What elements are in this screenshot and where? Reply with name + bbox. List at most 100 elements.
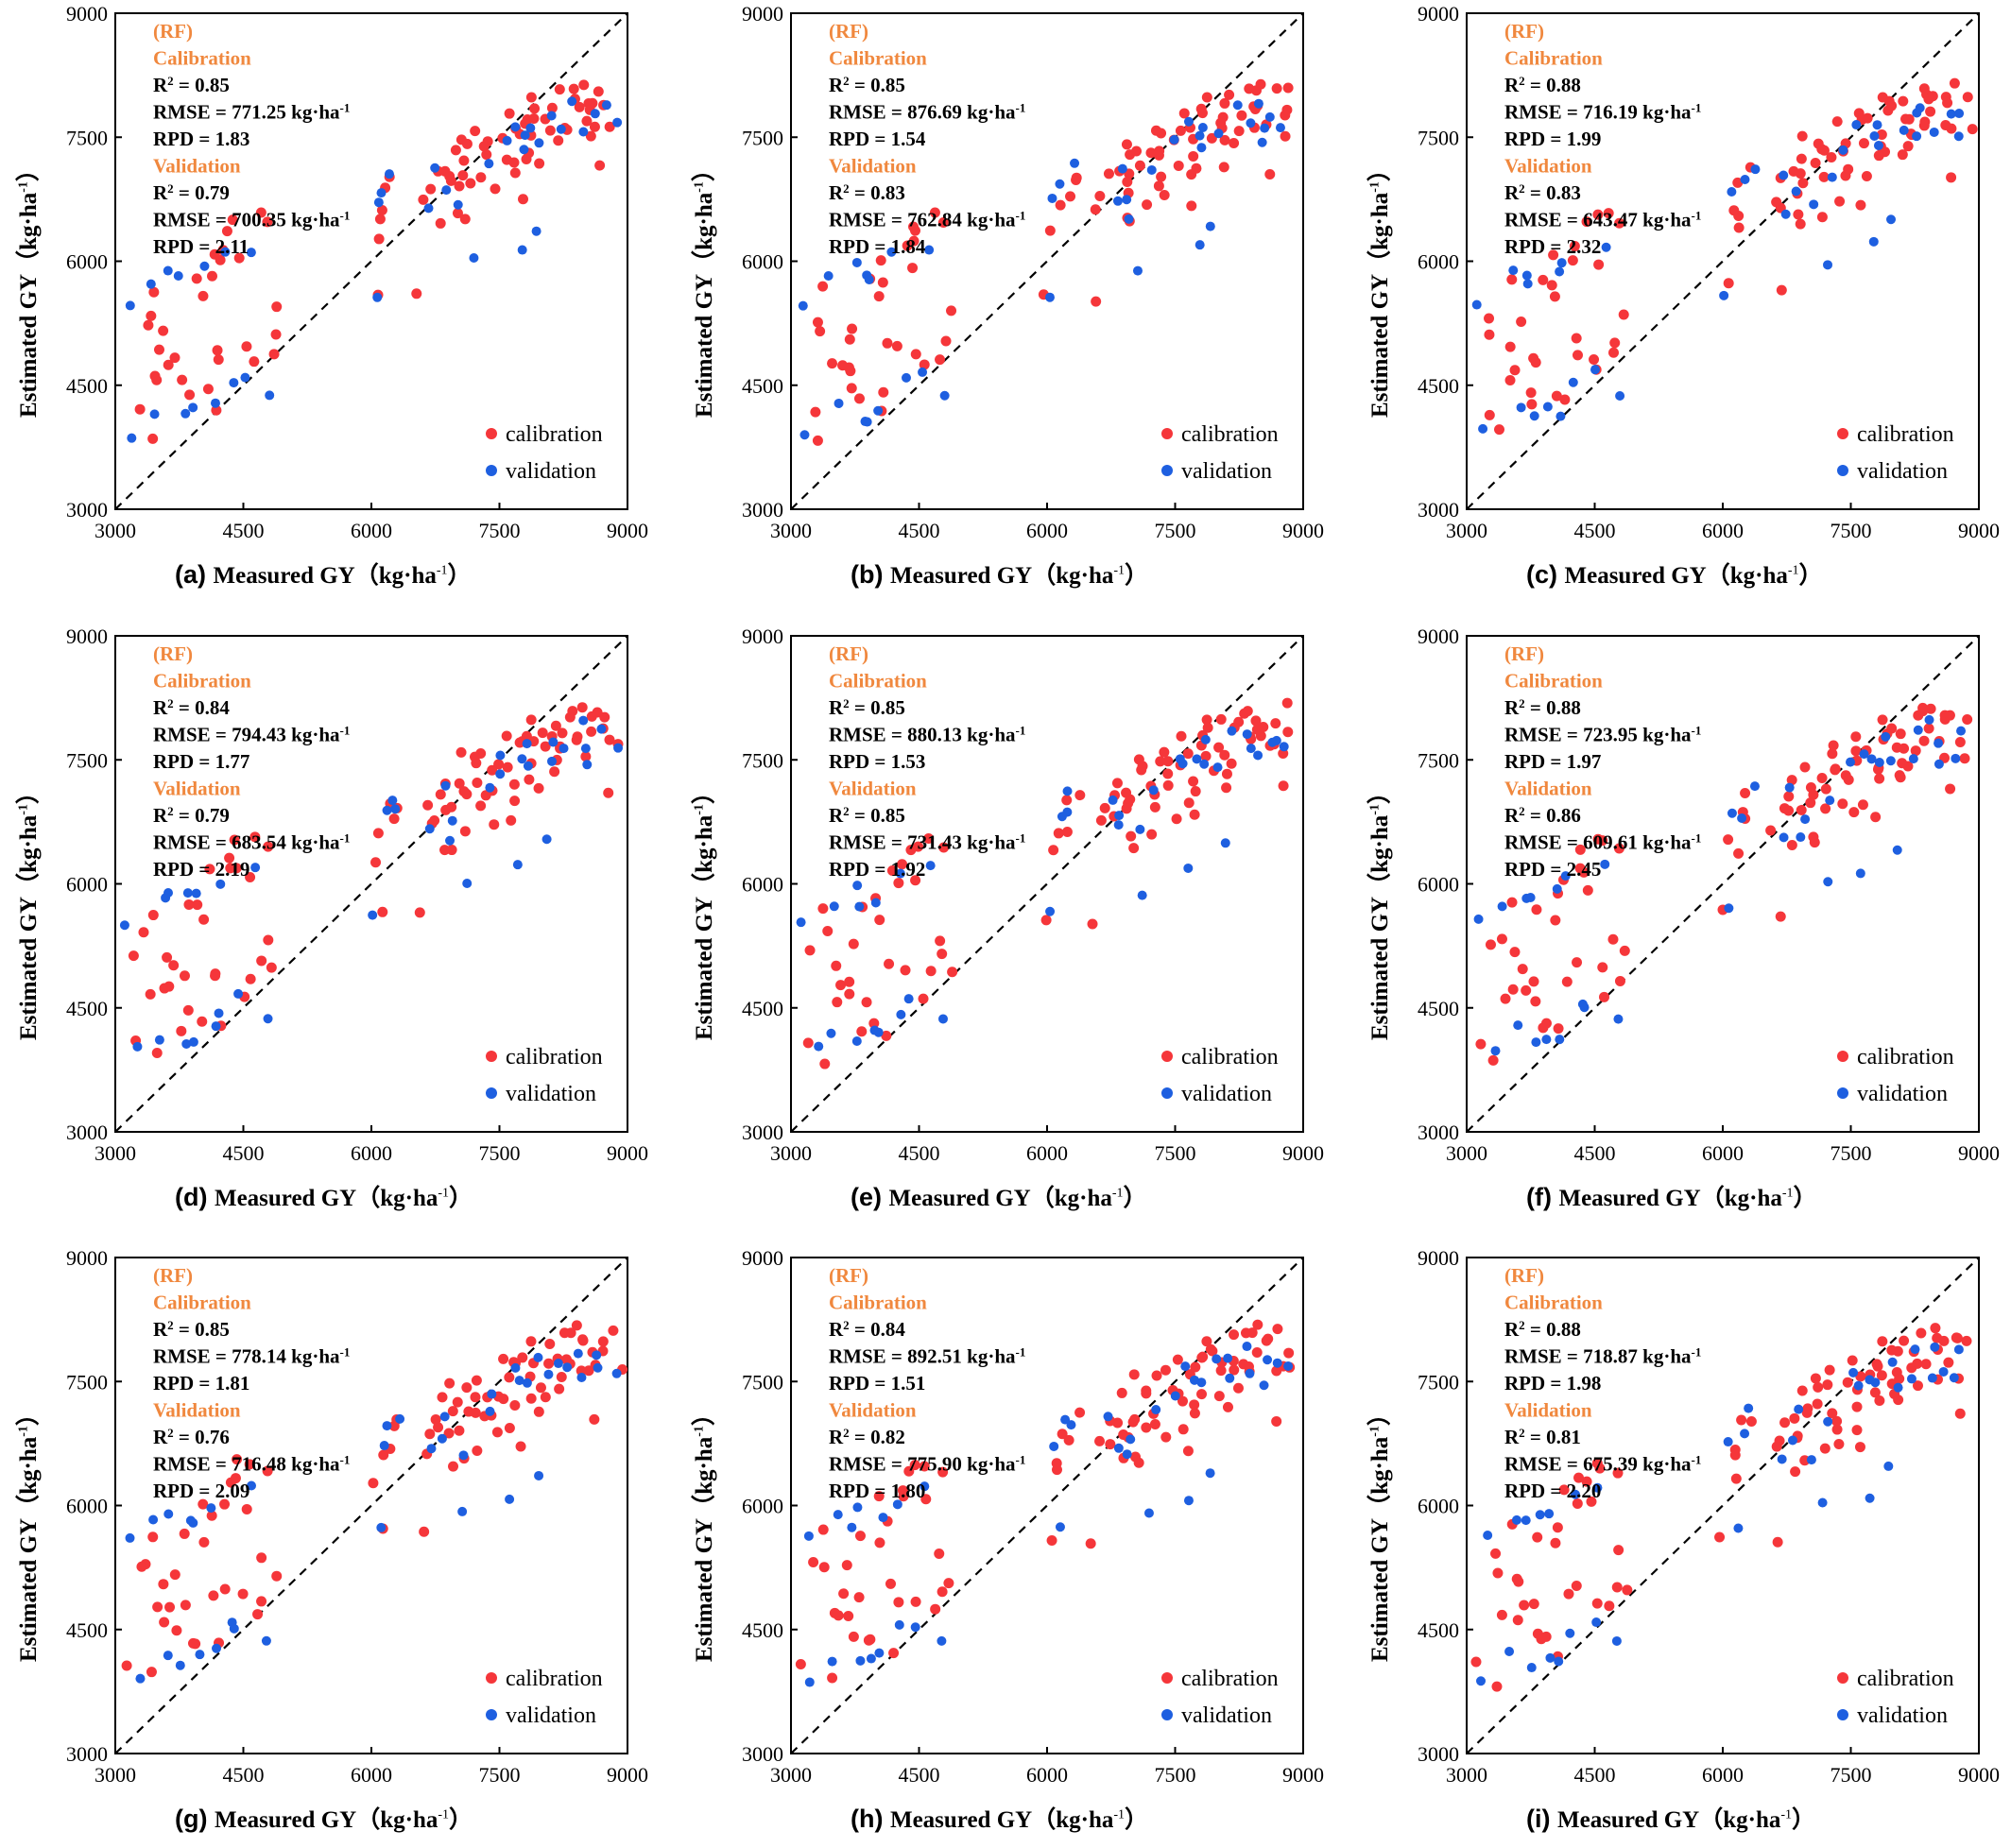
validation-point: [541, 834, 552, 845]
legend-validation-marker: [1161, 1087, 1173, 1099]
validation-point: [559, 744, 569, 754]
calibration-r2: R2 = 0.85: [829, 74, 905, 97]
calibration-point: [877, 277, 888, 288]
calibration-point: [447, 1406, 458, 1417]
validation-point: [1784, 782, 1795, 793]
x-tick-label: 7500: [1831, 1763, 1872, 1787]
calibration-point: [1919, 116, 1931, 128]
calibration-point: [525, 714, 537, 726]
legend: calibration validation: [1837, 1045, 1954, 1106]
validation-point: [173, 270, 183, 281]
calibration-point: [1094, 191, 1106, 202]
x-tick-label: 7500: [1831, 519, 1872, 542]
validation-point: [1930, 1342, 1940, 1352]
calibration-point: [1828, 740, 1839, 751]
y-tick-label: 6000: [742, 873, 783, 897]
validation-point: [1848, 1367, 1859, 1377]
calibration-point: [831, 960, 842, 971]
legend-validation-marker: [1837, 465, 1848, 476]
y-tick-label: 9000: [742, 625, 783, 648]
calibration-point: [1283, 1347, 1295, 1359]
calibration-point: [1103, 168, 1114, 180]
calibration-point: [1176, 730, 1187, 742]
calibration-point: [219, 1498, 231, 1510]
calibration-point: [1094, 1435, 1106, 1446]
validation-point: [1197, 122, 1208, 132]
calibration-point: [1802, 1403, 1813, 1414]
calibration-point: [819, 1058, 831, 1069]
validation-point: [263, 1014, 273, 1024]
calibration-point: [147, 910, 159, 921]
calibration-point: [1592, 209, 1604, 220]
calibration-point: [1783, 791, 1795, 802]
calibration-point: [556, 1371, 567, 1382]
calibration-point: [1538, 274, 1549, 285]
calibration-point: [1055, 199, 1066, 211]
calibration-point: [1553, 1023, 1564, 1035]
calibration-point: [152, 1601, 163, 1613]
validation-heading: Validation: [1504, 155, 1592, 178]
calibration-point: [908, 221, 920, 232]
calibration-point: [1233, 716, 1245, 727]
calibration-point: [822, 925, 834, 936]
one-to-one-line: [114, 12, 628, 510]
calibration-point: [1942, 97, 1953, 109]
calibration-point: [1572, 1497, 1583, 1509]
calibration-point: [1854, 1442, 1865, 1453]
calibration-point: [920, 1494, 932, 1505]
calibration-point: [1594, 1463, 1606, 1474]
calibration-point: [433, 1422, 444, 1433]
validation-point: [523, 761, 533, 771]
validation-point: [1220, 838, 1230, 848]
validation-point: [384, 169, 394, 180]
calibration-point: [1819, 1443, 1831, 1454]
calibration-point: [1886, 1344, 1898, 1356]
validation-heading: Validation: [1504, 778, 1592, 800]
calibration-point: [1730, 1473, 1742, 1484]
validation-point: [910, 1622, 920, 1633]
calibration-point: [1141, 1388, 1152, 1399]
calibration-point: [1831, 1424, 1843, 1435]
calibration-heading: Calibration: [829, 1292, 927, 1314]
calibration-point: [1772, 1536, 1783, 1548]
validation-point: [1212, 1354, 1222, 1364]
legend-validation-label: validation: [1857, 1703, 1948, 1728]
calibration-point: [435, 789, 446, 800]
validation-rmse: RMSE = 700.35 kg·ha-1: [153, 208, 350, 231]
calibration-point: [1899, 1335, 1910, 1346]
calibration-point: [1491, 1681, 1503, 1692]
legend: calibration validation: [1161, 1667, 1279, 1728]
calibration-point: [435, 217, 446, 229]
calibration-point: [554, 84, 565, 95]
calibration-point: [414, 907, 425, 918]
validation-point: [1913, 725, 1923, 735]
calibration-point: [1149, 801, 1160, 813]
calibration-rpd: RPD = 1.98: [1504, 1372, 1601, 1395]
validation-point: [1205, 221, 1215, 231]
calibration-point: [1607, 347, 1619, 358]
calibration-point: [1589, 354, 1600, 366]
validation-point: [1545, 1652, 1556, 1663]
calibration-point: [1848, 807, 1860, 818]
calibration-point: [168, 960, 180, 971]
calibration-point: [853, 393, 865, 404]
validation-point: [181, 1038, 192, 1049]
validation-point: [1823, 877, 1833, 887]
validation-point: [125, 1532, 135, 1543]
x-tick-label: 9000: [1282, 519, 1324, 542]
validation-point: [860, 417, 870, 427]
calibration-point: [930, 1603, 941, 1615]
validation-point: [1592, 1482, 1603, 1493]
calibration-point: [897, 859, 908, 870]
calibration-point: [1550, 1537, 1561, 1549]
validation-point: [1279, 742, 1289, 752]
calibration-point: [878, 386, 889, 398]
calibration-point: [1177, 1424, 1189, 1435]
calibration-point: [537, 727, 548, 739]
y-tick-label: 6000: [742, 250, 783, 274]
validation-point: [829, 901, 839, 912]
validation-point: [567, 96, 577, 107]
calibration-point: [925, 966, 937, 977]
validation-point: [1275, 123, 1285, 133]
validation-point: [1934, 738, 1944, 748]
